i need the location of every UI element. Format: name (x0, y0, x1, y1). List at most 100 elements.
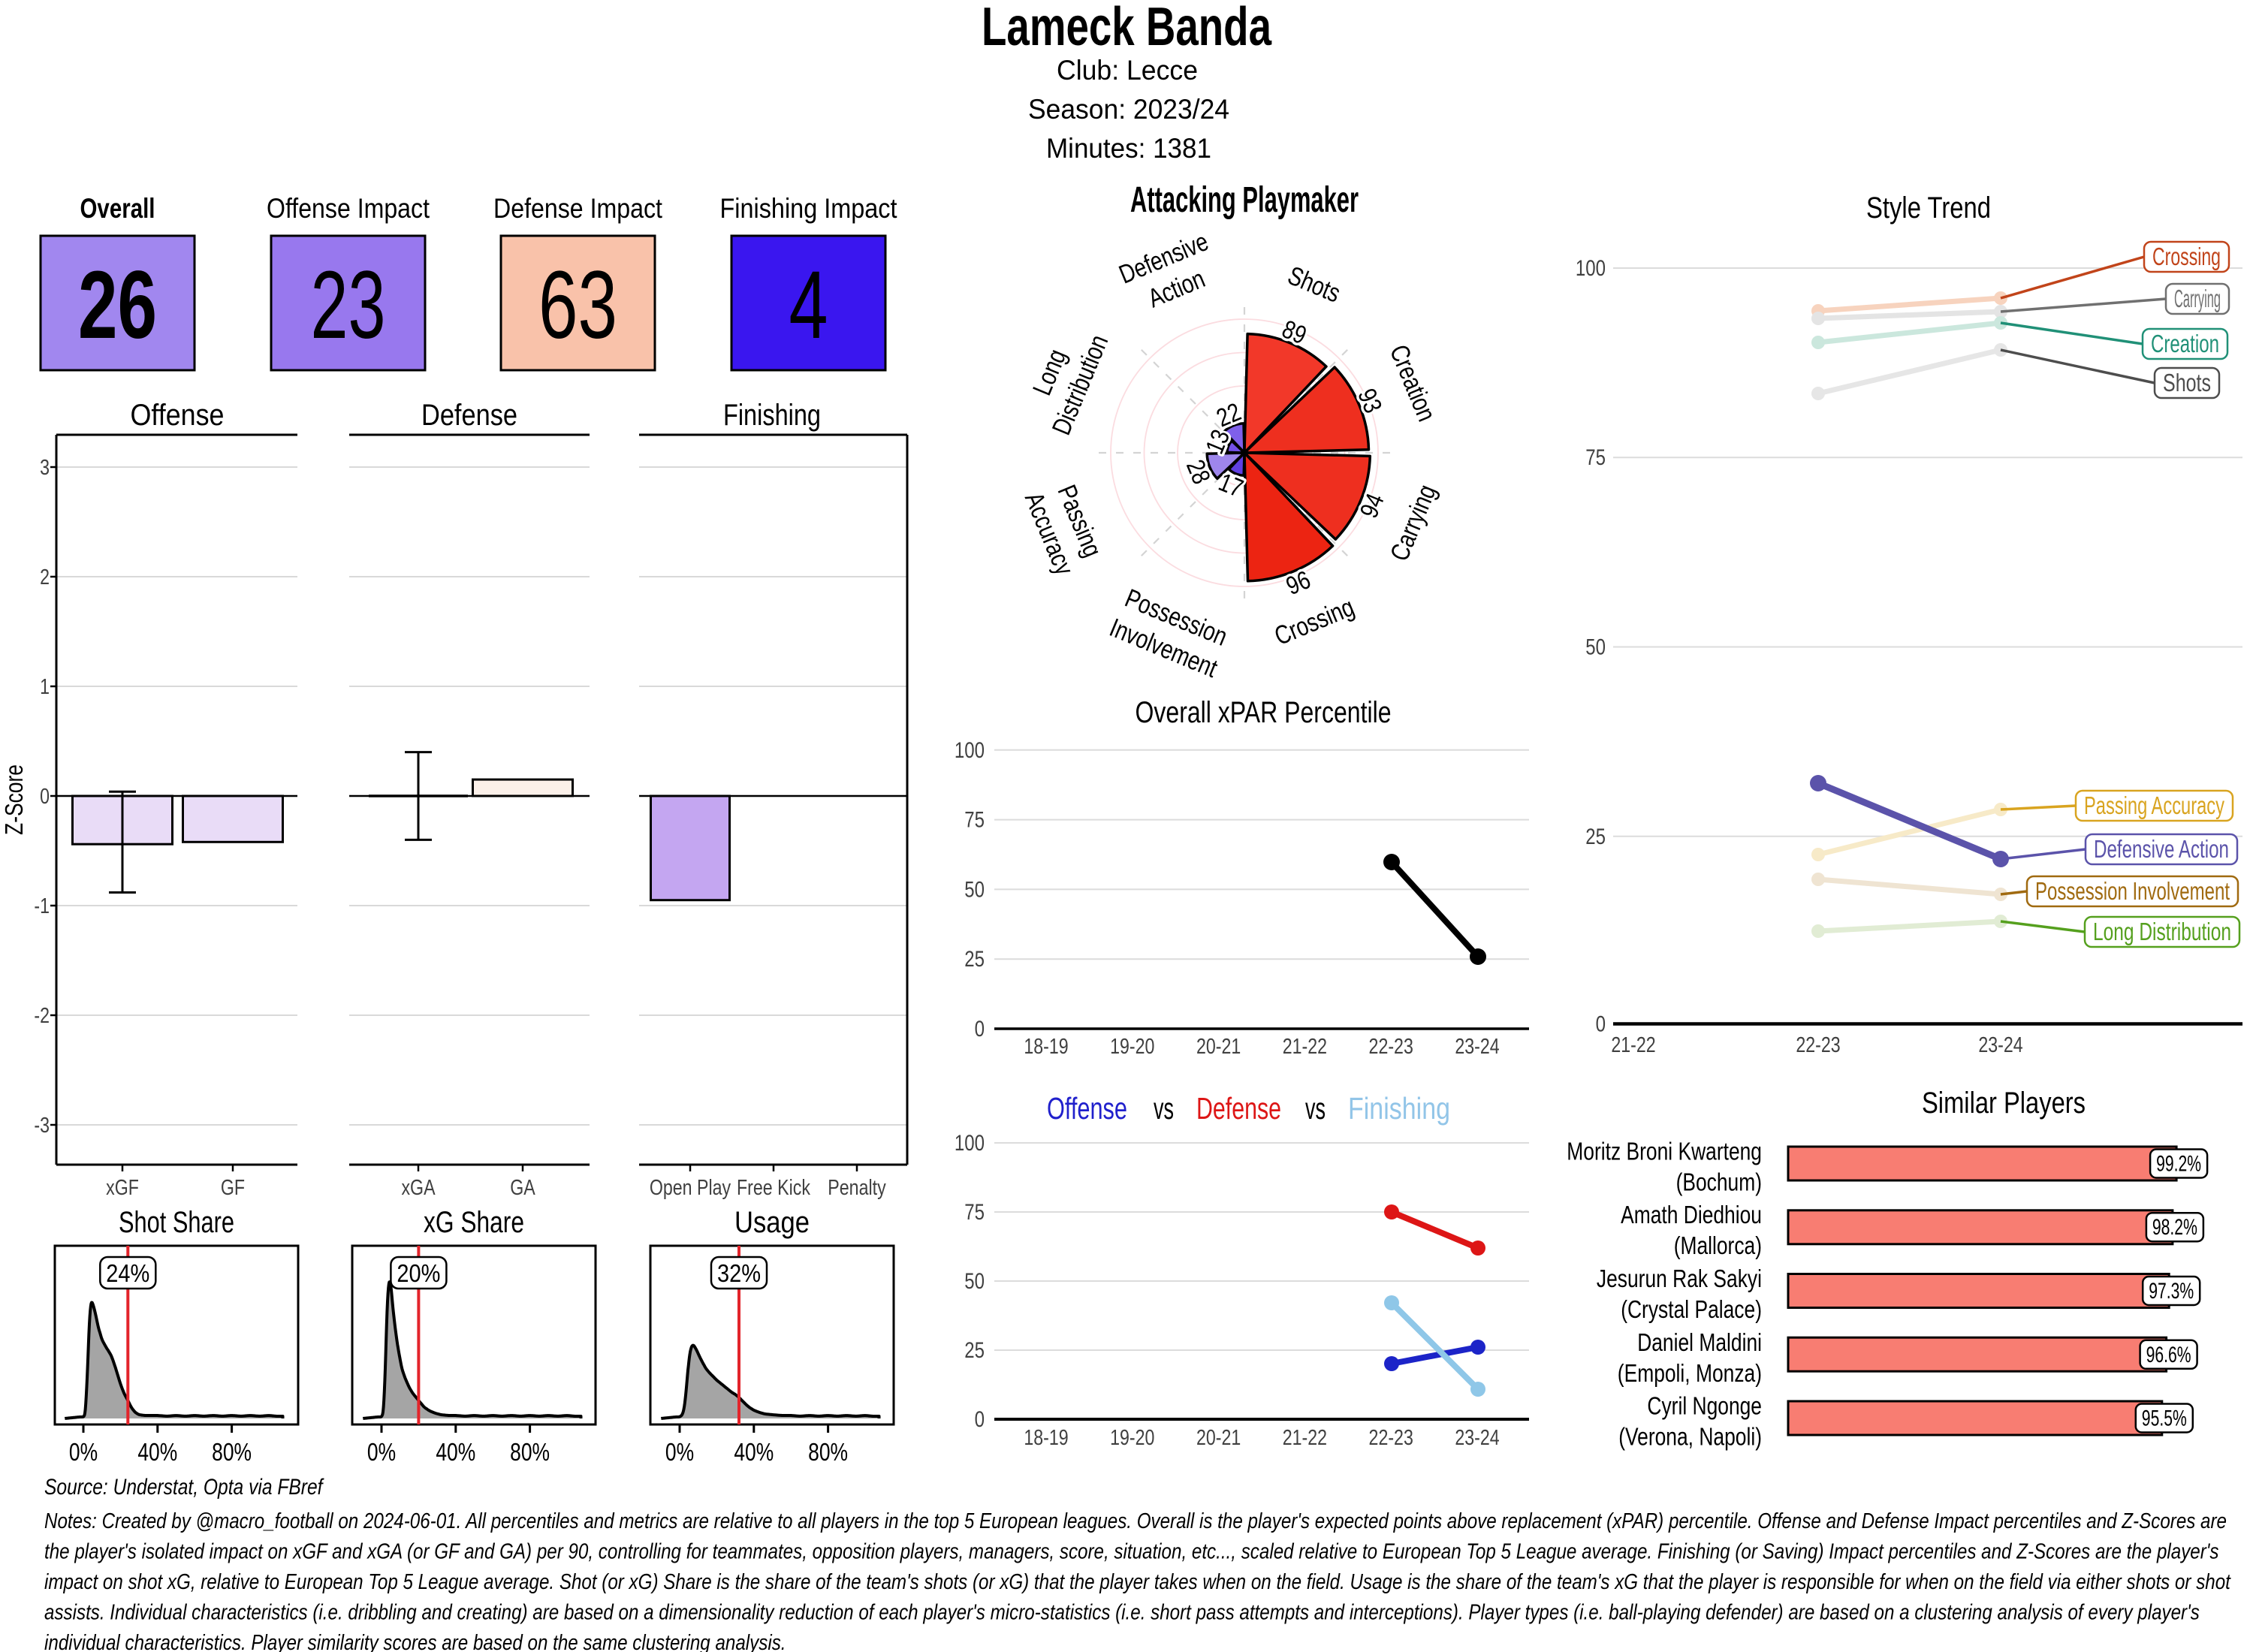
svg-text:95.5%: 95.5% (2142, 1406, 2187, 1431)
svg-text:GA: GA (510, 1176, 535, 1200)
svg-text:19-20: 19-20 (1110, 1426, 1154, 1450)
svg-text:xG Share: xG Share (424, 1206, 524, 1239)
svg-text:Source: Understat, Opta via FB: Source: Understat, Opta via FBref (44, 1475, 324, 1500)
svg-text:impact on shot xG, relative to: impact on shot xG, relative to European … (44, 1570, 2232, 1594)
svg-text:20-21: 20-21 (1196, 1426, 1241, 1450)
svg-text:vs: vs (1154, 1091, 1174, 1126)
svg-text:40%: 40% (137, 1438, 177, 1466)
svg-text:Free Kick: Free Kick (737, 1176, 810, 1200)
svg-text:50: 50 (1585, 635, 1606, 660)
svg-text:75: 75 (964, 1200, 985, 1225)
svg-text:0: 0 (975, 1017, 985, 1042)
svg-text:Open Play: Open Play (650, 1176, 731, 1200)
svg-text:Defense: Defense (1196, 1091, 1281, 1126)
svg-text:40%: 40% (436, 1438, 475, 1466)
svg-text:Creation: Creation (2151, 330, 2219, 357)
svg-text:Shot Share: Shot Share (119, 1206, 234, 1239)
svg-text:-2: -2 (34, 1004, 50, 1028)
svg-text:Finishing: Finishing (723, 399, 821, 432)
svg-text:Style Trend: Style Trend (1866, 191, 1991, 225)
svg-text:vs: vs (1305, 1091, 1326, 1126)
svg-text:100: 100 (955, 738, 985, 763)
svg-text:20-21: 20-21 (1196, 1035, 1241, 1059)
svg-text:80%: 80% (510, 1438, 550, 1466)
svg-text:0%: 0% (69, 1438, 98, 1466)
svg-text:Club: Lecce: Club: Lecce (1057, 55, 1198, 86)
svg-text:Offense Impact: Offense Impact (267, 193, 430, 224)
svg-text:GF: GF (221, 1176, 245, 1200)
svg-text:Daniel Maldini: Daniel Maldini (1637, 1328, 1762, 1356)
svg-text:63: 63 (538, 252, 617, 359)
svg-text:0: 0 (40, 785, 50, 809)
svg-text:22-23: 22-23 (1369, 1426, 1413, 1450)
svg-text:Lameck Banda: Lameck Banda (982, 0, 1272, 57)
svg-text:75: 75 (1585, 445, 1606, 470)
svg-text:Z-Score: Z-Score (0, 764, 28, 835)
svg-text:18-19: 18-19 (1024, 1035, 1068, 1059)
svg-text:Minutes: 1381: Minutes: 1381 (1046, 133, 1211, 164)
svg-text:Passing Accuracy: Passing Accuracy (2084, 791, 2224, 819)
svg-text:80%: 80% (212, 1438, 252, 1466)
svg-text:0%: 0% (665, 1438, 694, 1466)
svg-text:Cyril Ngonge: Cyril Ngonge (1647, 1392, 1762, 1420)
svg-text:50: 50 (964, 877, 985, 902)
svg-text:-3: -3 (34, 1114, 50, 1138)
svg-text:23: 23 (311, 252, 386, 359)
svg-text:Amath Diedhiou: Amath Diedhiou (1621, 1201, 1762, 1228)
svg-text:23-24: 23-24 (1455, 1035, 1499, 1059)
svg-text:assists. Individual characteri: assists. Individual characteristics (i.e… (44, 1601, 2200, 1625)
svg-text:21-22: 21-22 (1611, 1033, 1655, 1057)
svg-text:(Mallorca): (Mallorca) (1674, 1231, 1762, 1259)
svg-text:Season: 2023/24: Season: 2023/24 (1028, 94, 1229, 125)
svg-text:0: 0 (1596, 1012, 1606, 1037)
svg-text:0%: 0% (367, 1438, 396, 1466)
svg-text:2: 2 (40, 565, 50, 589)
svg-text:4: 4 (789, 252, 828, 359)
svg-text:25: 25 (964, 947, 985, 972)
svg-text:Penalty: Penalty (828, 1176, 886, 1200)
svg-text:25: 25 (964, 1338, 985, 1363)
svg-text:the player's isolated impact o: the player's isolated impact on xGF and … (44, 1540, 2219, 1564)
svg-text:99.2%: 99.2% (2156, 1152, 2201, 1177)
svg-text:23-24: 23-24 (1455, 1426, 1499, 1450)
svg-text:Overall xPAR Percentile: Overall xPAR Percentile (1136, 696, 1392, 729)
svg-text:Moritz Broni Kwarteng: Moritz Broni Kwarteng (1567, 1138, 1762, 1165)
svg-text:0: 0 (975, 1407, 985, 1432)
svg-text:21-22: 21-22 (1283, 1426, 1327, 1450)
svg-text:Offense: Offense (131, 399, 225, 432)
svg-text:1: 1 (40, 675, 50, 699)
svg-text:100: 100 (955, 1131, 985, 1156)
svg-text:Finishing: Finishing (1348, 1091, 1450, 1126)
svg-text:Attacking Playmaker: Attacking Playmaker (1130, 180, 1359, 220)
svg-text:Defense: Defense (421, 399, 517, 432)
svg-text:22-23: 22-23 (1796, 1033, 1840, 1057)
svg-text:(Bochum): (Bochum) (1676, 1168, 1762, 1196)
svg-text:25: 25 (1585, 824, 1606, 849)
svg-text:3: 3 (40, 456, 50, 480)
svg-text:Notes: Created by @macro_footb: Notes: Created by @macro_football on 202… (44, 1509, 2227, 1533)
svg-text:Finishing Impact: Finishing Impact (720, 193, 898, 224)
svg-text:Jesurun Rak Sakyi: Jesurun Rak Sakyi (1597, 1265, 1762, 1292)
svg-text:50: 50 (964, 1269, 985, 1294)
svg-text:(Verona, Napoli): (Verona, Napoli) (1618, 1423, 1762, 1451)
svg-text:75: 75 (964, 808, 985, 833)
svg-text:22-23: 22-23 (1369, 1035, 1413, 1059)
svg-text:Overall: Overall (80, 193, 155, 224)
svg-text:Defensive Action: Defensive Action (2094, 835, 2229, 863)
svg-text:32%: 32% (717, 1259, 761, 1287)
svg-text:26: 26 (78, 252, 157, 359)
svg-text:Usage: Usage (734, 1206, 810, 1239)
svg-text:96.6%: 96.6% (2146, 1343, 2191, 1367)
svg-text:97.3%: 97.3% (2149, 1279, 2194, 1304)
svg-text:individual characteristics. Pl: individual characteristics. Player simil… (44, 1631, 786, 1652)
svg-text:(Crystal Palace): (Crystal Palace) (1621, 1295, 1762, 1323)
svg-text:20%: 20% (397, 1259, 440, 1287)
svg-text:Shots: Shots (2163, 369, 2211, 396)
svg-text:Defense Impact: Defense Impact (493, 193, 663, 224)
svg-text:19-20: 19-20 (1110, 1035, 1154, 1059)
svg-text:(Empoli, Monza): (Empoli, Monza) (1618, 1359, 1762, 1387)
svg-text:xGF: xGF (106, 1176, 139, 1200)
svg-text:23-24: 23-24 (1978, 1033, 2022, 1057)
svg-text:Possession Involvement: Possession Involvement (2035, 877, 2230, 905)
svg-text:40%: 40% (734, 1438, 774, 1466)
